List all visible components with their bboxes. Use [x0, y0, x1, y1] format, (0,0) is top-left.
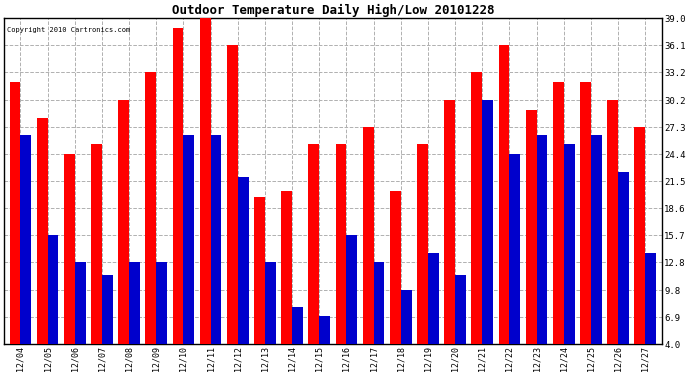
- Bar: [455, 274, 466, 345]
- Text: Copyright 2010 Cartronics.com: Copyright 2010 Cartronics.com: [8, 27, 130, 33]
- Bar: [607, 100, 618, 345]
- Bar: [292, 307, 303, 345]
- Bar: [282, 191, 292, 345]
- Bar: [146, 72, 157, 345]
- Bar: [553, 82, 564, 345]
- Bar: [21, 135, 31, 345]
- Bar: [199, 18, 210, 345]
- Bar: [482, 100, 493, 345]
- Bar: [265, 262, 276, 345]
- Bar: [64, 154, 75, 345]
- Bar: [319, 316, 330, 345]
- Bar: [308, 144, 319, 345]
- Bar: [75, 262, 86, 345]
- Bar: [580, 82, 591, 345]
- Bar: [509, 154, 520, 345]
- Bar: [346, 236, 357, 345]
- Bar: [184, 135, 195, 345]
- Bar: [401, 290, 412, 345]
- Bar: [157, 262, 167, 345]
- Bar: [471, 72, 482, 345]
- Bar: [417, 144, 428, 345]
- Bar: [227, 45, 238, 345]
- Bar: [618, 172, 629, 345]
- Bar: [444, 100, 455, 345]
- Bar: [48, 236, 59, 345]
- Bar: [172, 28, 184, 345]
- Bar: [10, 82, 21, 345]
- Bar: [210, 135, 221, 345]
- Bar: [373, 262, 384, 345]
- Bar: [591, 135, 602, 345]
- Bar: [37, 118, 48, 345]
- Bar: [634, 128, 645, 345]
- Bar: [363, 128, 373, 345]
- Bar: [102, 274, 113, 345]
- Title: Outdoor Temperature Daily High/Low 20101228: Outdoor Temperature Daily High/Low 20101…: [172, 4, 494, 17]
- Bar: [390, 191, 401, 345]
- Bar: [499, 45, 509, 345]
- Bar: [335, 144, 346, 345]
- Bar: [129, 262, 140, 345]
- Bar: [564, 144, 575, 345]
- Bar: [91, 144, 102, 345]
- Bar: [428, 253, 439, 345]
- Bar: [537, 135, 547, 345]
- Bar: [526, 110, 537, 345]
- Bar: [645, 253, 656, 345]
- Bar: [238, 177, 248, 345]
- Bar: [254, 197, 265, 345]
- Bar: [118, 100, 129, 345]
